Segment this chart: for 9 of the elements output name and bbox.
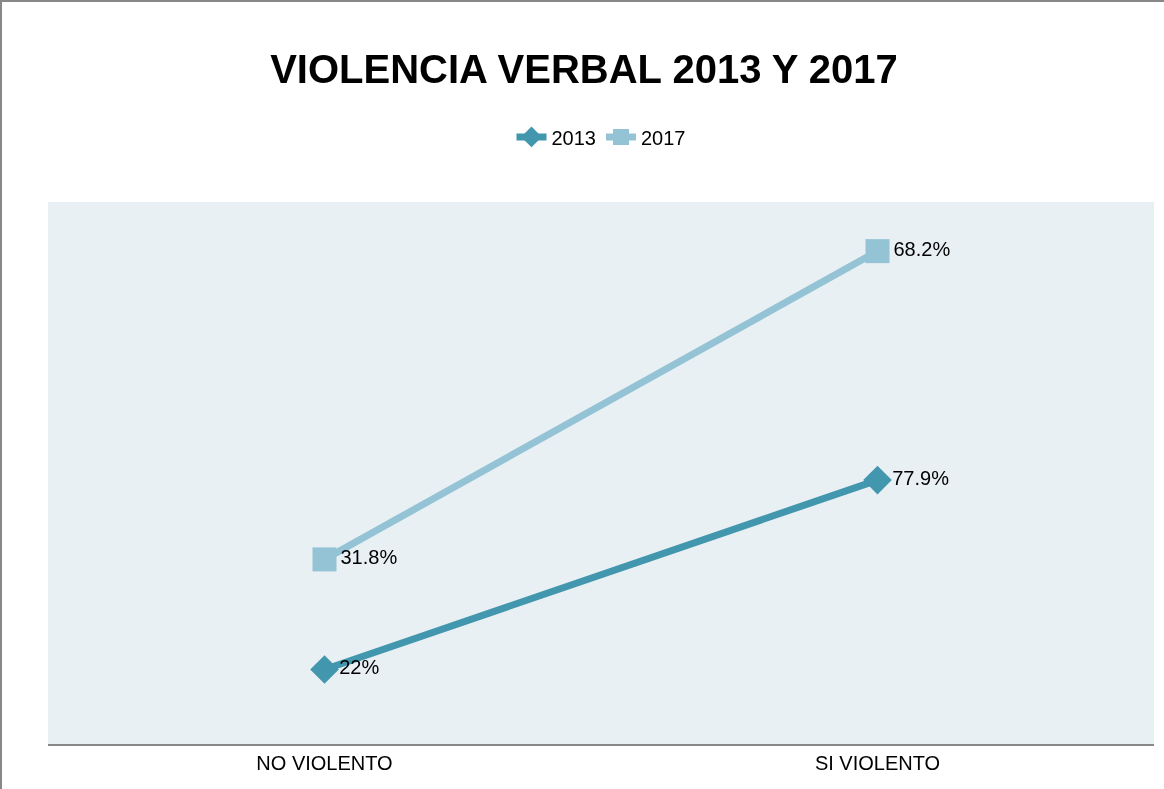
legend-label: 2013 bbox=[551, 126, 596, 149]
data-label: 31.8% bbox=[340, 546, 398, 569]
data-label: 68.2% bbox=[893, 238, 951, 261]
legend-label: 2017 bbox=[641, 126, 686, 149]
x-tick-label: SI VIOLENTO bbox=[814, 752, 941, 774]
x-tick-label: NO VIOLENTO bbox=[256, 752, 393, 774]
data-label: 77.9% bbox=[892, 467, 950, 490]
data-label: 22% bbox=[339, 656, 380, 679]
chart-title: VIOLENCIA VERBAL 2013 Y 2017 bbox=[270, 47, 898, 92]
